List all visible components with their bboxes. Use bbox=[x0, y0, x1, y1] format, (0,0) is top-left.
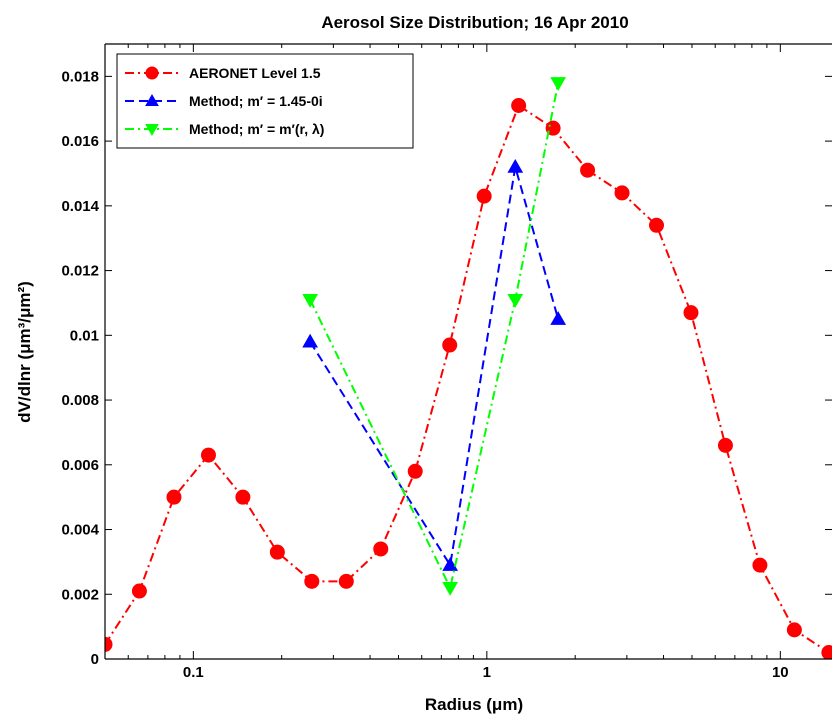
data-point bbox=[105, 636, 113, 652]
data-point bbox=[717, 437, 733, 453]
legend-label: AERONET Level 1.5 bbox=[189, 65, 321, 81]
legend-label: Method; m′ = 1.45-0i bbox=[189, 93, 323, 109]
data-point bbox=[131, 583, 147, 599]
data-point bbox=[302, 293, 318, 308]
data-point bbox=[550, 311, 567, 325]
x-tick-label: 10 bbox=[772, 664, 789, 681]
legend-marker bbox=[145, 93, 159, 106]
data-point bbox=[545, 120, 561, 136]
y-tick-label: 0.018 bbox=[61, 68, 99, 85]
legend-marker bbox=[145, 124, 159, 137]
data-point bbox=[649, 217, 665, 233]
series-line bbox=[309, 82, 560, 591]
chart-title: Aerosol Size Distribution; 16 Apr 2010 bbox=[321, 13, 628, 32]
series-layer bbox=[105, 77, 832, 659]
data-point bbox=[507, 293, 524, 308]
y-tick-label: 0.014 bbox=[61, 198, 99, 215]
legend-item: AERONET Level 1.5 bbox=[125, 65, 321, 81]
series-line bbox=[309, 166, 560, 568]
legend-box bbox=[116, 53, 414, 149]
data-point bbox=[821, 645, 832, 659]
data-point bbox=[683, 305, 699, 321]
y-tick-label: 0.01 bbox=[70, 327, 99, 344]
legend-marker bbox=[145, 66, 159, 80]
data-point bbox=[166, 489, 182, 505]
data-point bbox=[302, 333, 318, 348]
y-tick-label: 0 bbox=[91, 651, 99, 668]
series-1 bbox=[105, 98, 832, 659]
data-point bbox=[442, 582, 459, 596]
data-point bbox=[235, 489, 251, 505]
data-point bbox=[269, 544, 285, 560]
axes-layer: 0 0.002 0.004 0.006 0.008 0.01 0.012 0.014 0.016… bbox=[61, 43, 832, 681]
data-point bbox=[373, 541, 389, 557]
legend: AERONET Level 1.5 Method; m′ = 1.45-0i Met… bbox=[116, 53, 414, 149]
data-point bbox=[550, 77, 567, 91]
y-tick-label: 0.012 bbox=[61, 263, 99, 280]
series-3 bbox=[302, 77, 567, 596]
y-tick-label: 0.008 bbox=[61, 392, 99, 409]
data-point bbox=[338, 573, 354, 589]
data-point bbox=[752, 557, 768, 573]
data-point bbox=[442, 337, 458, 353]
series-line bbox=[105, 103, 830, 654]
y-tick-label: 0.016 bbox=[61, 133, 99, 150]
data-point bbox=[200, 447, 216, 463]
y-axis-label: dV/dlnr (μm³/μm²) bbox=[15, 281, 34, 423]
data-point bbox=[614, 185, 630, 201]
x-tick-label: 1 bbox=[483, 664, 491, 681]
series-2 bbox=[302, 158, 567, 571]
x-axis-label: Radius (μm) bbox=[425, 695, 523, 714]
y-tick-label: 0.006 bbox=[61, 457, 99, 474]
data-point bbox=[476, 188, 492, 204]
data-point bbox=[786, 622, 802, 638]
legend-item: Method; m′ = m′(r, λ) bbox=[125, 121, 324, 137]
data-point bbox=[407, 463, 423, 479]
data-point bbox=[304, 573, 320, 589]
y-tick-label: 0.004 bbox=[61, 522, 99, 539]
y-tick-label: 0.002 bbox=[61, 586, 99, 603]
data-point bbox=[442, 557, 459, 571]
data-point bbox=[580, 162, 596, 178]
data-point bbox=[507, 158, 524, 173]
x-tick-label: 0.1 bbox=[183, 664, 204, 681]
data-point bbox=[511, 98, 527, 113]
legend-label: Method; m′ = m′(r, λ) bbox=[189, 121, 324, 137]
legend-item: Method; m′ = 1.45-0i bbox=[125, 93, 323, 109]
